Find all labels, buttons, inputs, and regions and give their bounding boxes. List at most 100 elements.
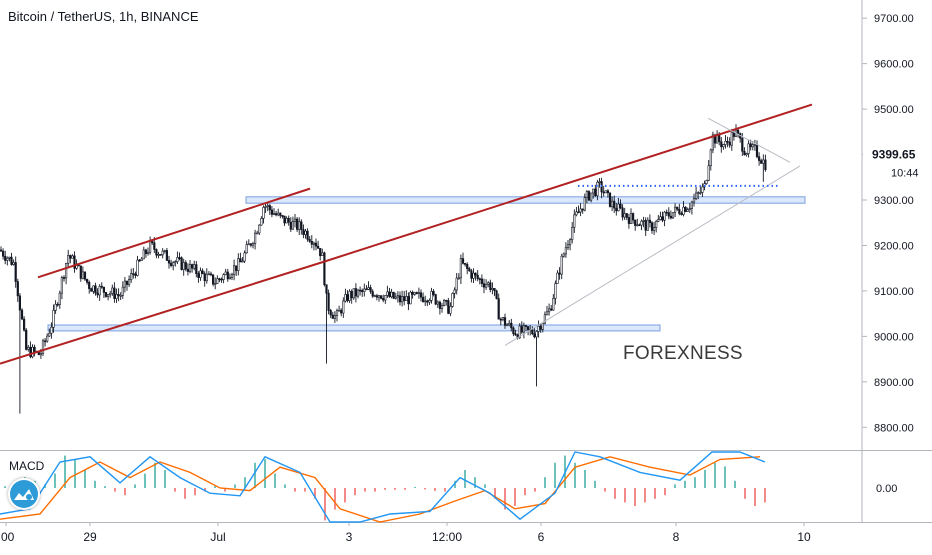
x-tick-label: 6 — [538, 530, 545, 544]
candle-body — [545, 311, 549, 316]
candle-body — [214, 283, 217, 285]
candle-body — [274, 213, 278, 216]
candle-body — [29, 346, 32, 358]
candle-body — [573, 214, 576, 228]
candle-body — [390, 291, 393, 298]
candle-body — [254, 232, 257, 244]
trendline-1 — [37, 187, 311, 279]
candle-body — [405, 296, 408, 301]
candle-body — [369, 287, 372, 292]
candle-body — [319, 247, 322, 257]
candle-body — [157, 254, 160, 256]
candle-body — [333, 315, 337, 319]
candle-body — [241, 260, 244, 263]
countdown-label: 10:44 — [891, 168, 919, 180]
candle-body — [621, 207, 624, 218]
candle-body — [119, 295, 122, 297]
candle-body — [411, 291, 414, 295]
candle-body — [571, 226, 574, 241]
candle-body — [648, 219, 651, 224]
candle-body — [398, 295, 402, 303]
candle-body — [180, 257, 183, 270]
candle-body — [52, 310, 55, 328]
candle-body — [409, 291, 412, 305]
x-tick-label: 8 — [673, 530, 680, 544]
candle-body — [627, 217, 630, 224]
candle-body — [457, 277, 460, 280]
candle-body — [304, 230, 307, 235]
candle-body — [655, 221, 658, 228]
candle-body — [686, 209, 689, 212]
candle-body — [508, 322, 511, 326]
candle-body — [764, 159, 767, 171]
candle-body — [203, 273, 206, 282]
candle-body — [88, 282, 91, 289]
candle-body — [407, 296, 410, 305]
candle-body — [111, 287, 114, 294]
x-tick-label: 3 — [346, 530, 353, 544]
candle-body — [503, 317, 507, 326]
y-tick-label: 8800.00 — [874, 422, 914, 434]
candle-body — [96, 292, 99, 296]
candle-body — [337, 309, 341, 312]
candle-body — [669, 215, 672, 219]
candle-body — [728, 141, 731, 146]
candle-body — [426, 300, 429, 303]
candle-body — [260, 218, 263, 226]
candle-body — [285, 218, 288, 224]
candle-body — [222, 274, 225, 280]
candle-body — [428, 300, 431, 303]
candle-body — [100, 285, 103, 288]
candle-body — [736, 129, 740, 134]
candle-body — [755, 144, 759, 157]
candle-body — [33, 346, 36, 352]
candle-body — [31, 346, 34, 358]
candle-body — [585, 191, 588, 198]
candle-body — [136, 259, 139, 276]
candle-body — [331, 314, 334, 319]
candle-body — [526, 326, 530, 330]
candle-body — [115, 294, 118, 299]
candle-body — [58, 292, 61, 305]
candle-body — [667, 212, 670, 217]
x-tick-label: 12:00 — [432, 530, 462, 544]
macd-line — [0, 451, 766, 523]
candle-body — [604, 190, 607, 194]
candle-body — [361, 290, 364, 293]
candle-body — [741, 137, 744, 152]
candle-body — [430, 291, 433, 301]
candle-body — [289, 221, 292, 230]
candle-body — [577, 211, 580, 214]
y-tick-label: 9600.00 — [874, 59, 914, 71]
candle-body — [694, 192, 698, 199]
candle-body — [165, 250, 169, 261]
candle-body — [199, 270, 202, 278]
candle-body — [638, 224, 641, 227]
candle-body — [610, 200, 614, 207]
candle-body — [747, 143, 750, 154]
candle-body — [634, 219, 637, 226]
candle-body — [547, 308, 551, 313]
macd-signal-line — [0, 456, 761, 523]
candle-body — [384, 295, 387, 301]
candle-body — [216, 278, 219, 284]
candle-body — [396, 295, 400, 298]
candle-body — [182, 262, 185, 270]
tradingview-logo-icon[interactable] — [8, 478, 40, 510]
candle-body — [69, 255, 72, 259]
candle-body — [650, 222, 654, 231]
candle-body — [707, 165, 710, 181]
candle-body — [480, 278, 484, 284]
candle-body — [558, 272, 561, 275]
candle-body — [732, 132, 735, 137]
candle-body — [394, 296, 397, 299]
candle-body — [224, 271, 227, 275]
candle-body — [48, 332, 51, 337]
candle-body — [589, 192, 593, 201]
candle-body — [453, 289, 456, 294]
candle-body — [762, 159, 765, 164]
candle-body — [300, 221, 303, 230]
candle-body — [239, 258, 242, 263]
candle-body — [134, 273, 137, 276]
